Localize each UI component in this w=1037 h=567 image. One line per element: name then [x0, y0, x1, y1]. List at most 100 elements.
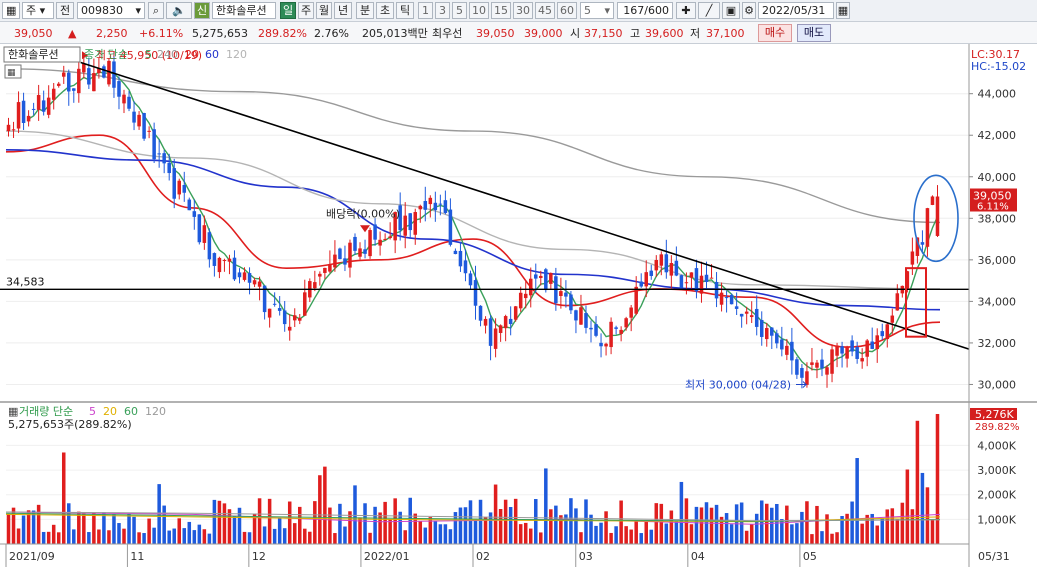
- candle-body: [393, 212, 397, 241]
- candle-body: [378, 239, 382, 246]
- market-type-select[interactable]: 주 ▾: [22, 2, 54, 19]
- volume-bar: [338, 503, 342, 544]
- candle-body: [619, 329, 623, 334]
- volume-panel: [5, 413, 941, 544]
- volume-bar: [237, 507, 242, 544]
- x-tick-label: 11: [130, 550, 144, 563]
- volume-bar: [423, 527, 428, 544]
- name-tag-box: [3, 46, 81, 63]
- candle-body: [192, 211, 197, 217]
- stock-name-field[interactable]: 한화솔루션: [212, 2, 276, 19]
- interval-1[interactable]: 1: [418, 2, 433, 19]
- candle-body: [860, 358, 864, 362]
- period-tab-tick[interactable]: 틱: [396, 2, 414, 19]
- stock-code-input[interactable]: 009830 ▾: [77, 2, 145, 19]
- interval-30[interactable]: 30: [513, 2, 533, 19]
- volume-bar: [21, 515, 26, 544]
- volume-bar: [523, 522, 528, 544]
- candle-body: [358, 248, 362, 257]
- volume-bar: [694, 506, 699, 544]
- period-tab-day[interactable]: 일: [280, 2, 296, 19]
- candle-body: [629, 307, 633, 318]
- volume-bar: [373, 506, 377, 544]
- downtrend-line: [80, 61, 970, 350]
- search-icon[interactable]: ⌕: [148, 2, 164, 19]
- candle-body: [277, 308, 282, 311]
- gear-icon[interactable]: ⚙: [742, 2, 756, 19]
- candle-body: [187, 199, 192, 211]
- period-tab-second[interactable]: 초: [376, 2, 394, 19]
- volume-bar: [534, 499, 538, 544]
- quote-bar: 39,050 ▲ 2,250 +6.11% 5,275,653 289.82% …: [0, 22, 1037, 44]
- interval-60[interactable]: 60: [557, 2, 577, 19]
- settings-grid-icon[interactable]: ▦: [2, 2, 20, 19]
- period-tab-year[interactable]: 년: [334, 2, 352, 19]
- volume-bar: [282, 528, 287, 544]
- interval-10[interactable]: 10: [469, 2, 489, 19]
- count-input[interactable]: 167/600: [617, 2, 673, 19]
- volume-legend-ma-5: 5: [89, 405, 96, 418]
- draw-line-icon[interactable]: ╱: [698, 2, 720, 19]
- price-tick-label: 34,000: [978, 295, 1017, 308]
- sell-button[interactable]: 매도: [797, 24, 831, 42]
- interval-custom-select[interactable]: 5 ▾: [580, 2, 614, 19]
- volume-bar: [217, 500, 222, 544]
- volume-bar: [579, 532, 583, 544]
- save-icon[interactable]: ▣: [722, 2, 740, 19]
- volume-legend: ▦ 거래량 단순 5 20 60 120 5,275,653주(289.82%): [8, 405, 166, 431]
- interval-15[interactable]: 15: [491, 2, 511, 19]
- volume-bar: [197, 524, 202, 544]
- period-tab-month[interactable]: 월: [316, 2, 332, 19]
- buy-button[interactable]: 매수: [758, 24, 792, 42]
- volume-bar: [820, 531, 824, 544]
- candle-body: [147, 130, 151, 132]
- stock-chart[interactable]: 34,583 최고 45,950 (10/19) 최저 30,000 (04/28)…: [0, 44, 1037, 567]
- candle-body: [21, 100, 26, 123]
- calendar-icon[interactable]: ▦: [836, 2, 850, 19]
- candle-body: [830, 349, 834, 374]
- interval-45[interactable]: 45: [535, 2, 555, 19]
- candle-body: [875, 335, 879, 350]
- period-tab-minute[interactable]: 분: [356, 2, 374, 19]
- candle-body: [785, 345, 789, 355]
- candle-body: [453, 250, 458, 255]
- volume-ma-line: [5, 512, 941, 522]
- high-annotation: 최고 45,950 (10/19): [96, 49, 202, 62]
- candle-body: [780, 339, 784, 350]
- period-tab-week[interactable]: 주: [298, 2, 314, 19]
- volume-ma-line: [5, 511, 941, 522]
- candle-body: [549, 272, 553, 284]
- volume-bar: [468, 500, 473, 544]
- candle-body: [217, 257, 222, 273]
- interval-3[interactable]: 3: [435, 2, 450, 19]
- prev-button[interactable]: 전: [56, 2, 74, 19]
- candle-body: [227, 258, 232, 262]
- highlight-ellipse: [913, 174, 959, 263]
- stock-code-value: 009830: [81, 4, 123, 17]
- volume-bar: [187, 521, 192, 544]
- crosshair-icon[interactable]: ✚: [676, 2, 696, 19]
- volume-bar: [363, 503, 367, 544]
- interval-5[interactable]: 5: [452, 2, 467, 19]
- candle-body: [438, 203, 443, 205]
- candle-body: [478, 305, 483, 321]
- x-tick-label: 2022/01: [364, 550, 410, 563]
- volume-bar: [453, 512, 458, 544]
- volume-bar: [508, 507, 513, 544]
- candle-body: [56, 83, 61, 86]
- open-value: 37,150: [584, 27, 623, 40]
- volume-bar: [16, 528, 21, 544]
- volume-bar: [177, 518, 181, 544]
- best-ask-label: 최우선: [432, 27, 463, 40]
- volume-bar: [478, 499, 483, 544]
- volume-bar: [112, 514, 116, 544]
- date-field[interactable]: 2022/05/31: [758, 2, 834, 19]
- candle-body: [167, 162, 171, 174]
- table-toggle-icon[interactable]: [4, 64, 22, 79]
- candle-body: [840, 346, 844, 354]
- speaker-icon[interactable]: 🔈: [166, 2, 192, 19]
- volume-bar: [127, 513, 131, 544]
- x-tick-label: 05/31: [978, 550, 1010, 563]
- candle-body: [383, 238, 387, 240]
- volume-legend-ma-20: 20: [103, 405, 117, 418]
